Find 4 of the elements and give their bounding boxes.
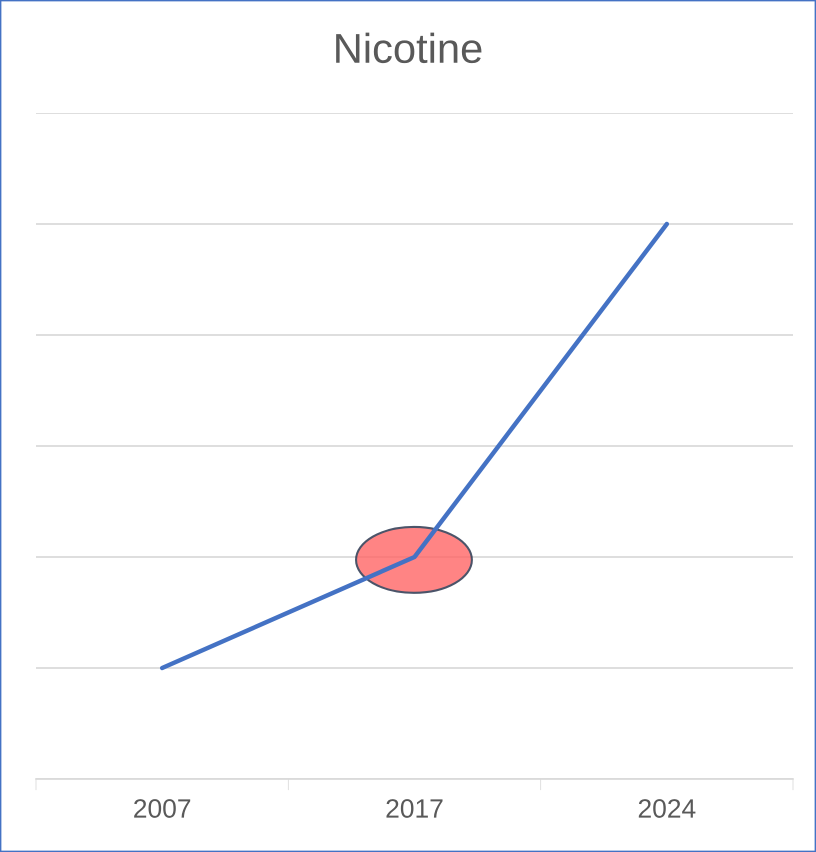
- chart-title: Nicotine: [336, 32, 482, 64]
- x-tick-label: 2024: [638, 799, 696, 818]
- x-tick-label: 2007: [134, 799, 190, 818]
- x-tick-label: 2017: [386, 799, 443, 818]
